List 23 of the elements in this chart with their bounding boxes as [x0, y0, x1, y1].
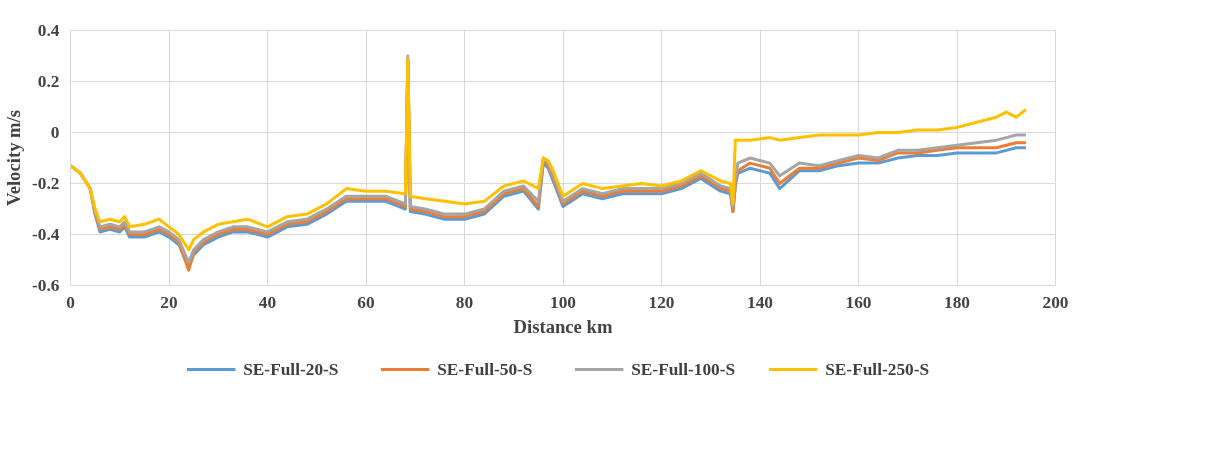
x-tick-label: 140 [747, 292, 773, 312]
x-tick-label: 0 [66, 292, 75, 312]
legend-label: SE-Full-100-S [631, 360, 736, 379]
y-tick-label: -0.4 [32, 225, 60, 244]
legend-label: SE-Full-250-S [825, 360, 930, 379]
y-tick-label: -0.2 [32, 174, 60, 193]
y-axis-title: Velocity m/s [3, 109, 25, 207]
y-tick-label: 0.4 [37, 21, 60, 40]
x-tick-label: 40 [258, 292, 277, 312]
x-tick-label: 180 [944, 292, 970, 312]
x-tick-label: 160 [845, 292, 872, 312]
legend-label: SE-Full-20-S [243, 360, 339, 379]
x-tick-label: 20 [160, 292, 178, 312]
x-tick-label: 60 [357, 292, 375, 312]
x-tick-label: 120 [648, 292, 675, 312]
x-tick-label: 200 [1042, 292, 1069, 312]
x-tick-label: 80 [455, 292, 474, 312]
x-tick-label: 100 [550, 292, 576, 312]
legend-label: SE-Full-50-S [437, 360, 533, 379]
x-axis-title: Distance km [513, 315, 613, 337]
y-tick-label: -0.6 [32, 276, 60, 295]
y-tick-label: 0.2 [37, 72, 60, 91]
y-tick-label: 0 [50, 123, 60, 142]
